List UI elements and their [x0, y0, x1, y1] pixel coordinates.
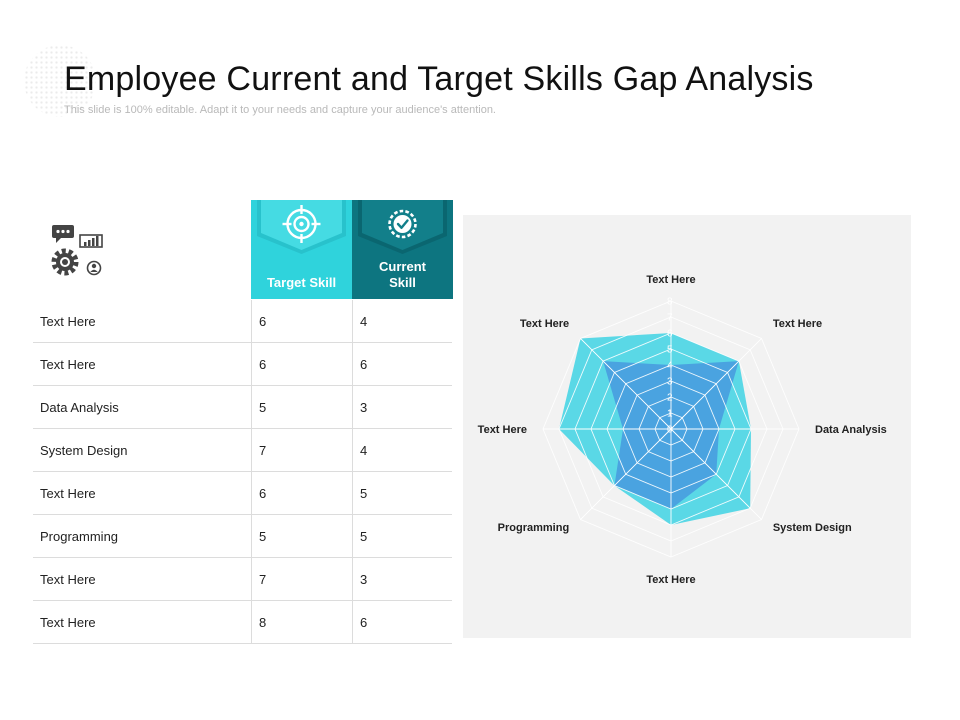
- skill-name: Text Here: [40, 485, 96, 501]
- current-skill-header: Current Skill: [352, 200, 453, 299]
- target-value: 6: [251, 343, 352, 385]
- current-value: 6: [352, 343, 452, 385]
- radar-category-label: Text Here: [478, 424, 527, 436]
- current-tab-shape: [358, 200, 447, 254]
- skill-name: Text Here: [40, 313, 96, 329]
- bar-chart-icon: [79, 234, 103, 248]
- current-value: 6: [352, 601, 452, 643]
- table-row: Text Here 6 5: [33, 472, 452, 515]
- radar-category-label: Data Analysis: [815, 424, 887, 436]
- skills-icon-group: [48, 222, 108, 278]
- target-value: 5: [251, 515, 352, 557]
- current-skill-label: Current Skill: [379, 259, 426, 290]
- chat-bubble-icon: [52, 225, 74, 243]
- table-row: Data Analysis 5 3: [33, 386, 452, 429]
- current-value: 5: [352, 472, 452, 514]
- radar-category-label: Programming: [498, 522, 570, 534]
- target-skill-label: Target Skill: [266, 275, 337, 290]
- target-value: 5: [251, 386, 352, 428]
- radar-tick-label: 3: [667, 377, 673, 388]
- skill-name: Programming: [40, 528, 119, 544]
- current-value: 4: [352, 300, 452, 342]
- target-value: 7: [251, 429, 352, 471]
- skill-name: Text Here: [40, 614, 96, 630]
- radar-category-label: Text Here: [646, 274, 695, 286]
- gear-icon: [51, 248, 79, 276]
- radar-chart-panel: 0 1 2 3 4 5 6 7 8 Text Here Text Here Data Analysis…: [463, 215, 911, 638]
- radar-axis-line: [670, 338, 762, 430]
- radar-axis-line: [580, 338, 672, 430]
- table-row: System Design 7 4: [33, 429, 452, 472]
- page-subtitle: This slide is 100% editable. Adapt it to…: [64, 104, 496, 116]
- current-value: 3: [352, 558, 452, 600]
- radar-tick-label: 1: [667, 409, 673, 420]
- radar-tick-label: 6: [667, 329, 673, 340]
- skills-table: Text Here 6 4 Text Here 6 6 Data Analysi…: [33, 300, 452, 644]
- radar-tick-label: 8: [667, 297, 673, 308]
- target-value: 6: [251, 472, 352, 514]
- page-title: Employee Current and Target Skills Gap A…: [64, 60, 814, 98]
- radar-tick-label: 0: [667, 425, 673, 436]
- radar-category-label: System Design: [773, 522, 852, 534]
- radar-tick-label: 7: [667, 313, 673, 324]
- radar-tick-label: 4: [667, 361, 673, 372]
- radar-category-label: Text Here: [773, 318, 822, 330]
- table-row: Text Here 6 6: [33, 343, 452, 386]
- radar-category-label: Text Here: [520, 318, 569, 330]
- radar-axis-line: [580, 428, 672, 520]
- user-icon: [86, 260, 102, 276]
- table-row: Text Here 7 3: [33, 558, 452, 601]
- skill-name: System Design: [40, 442, 128, 458]
- table-row: Programming 5 5: [33, 515, 452, 558]
- current-value: 3: [352, 386, 452, 428]
- target-value: 8: [251, 601, 352, 643]
- current-value: 4: [352, 429, 452, 471]
- skill-name: Data Analysis: [40, 399, 119, 415]
- skill-name: Text Here: [40, 356, 96, 372]
- target-value: 6: [251, 300, 352, 342]
- skill-name: Text Here: [40, 571, 96, 587]
- radar-category-label: Text Here: [646, 574, 695, 586]
- current-value: 5: [352, 515, 452, 557]
- target-value: 7: [251, 558, 352, 600]
- target-skill-header: Target Skill: [251, 200, 352, 299]
- check-badge-icon: [388, 209, 417, 239]
- radar-tick-label: 5: [667, 345, 673, 356]
- radar-tick-label: 2: [667, 393, 673, 404]
- table-row: Text Here 6 4: [33, 300, 452, 343]
- radar-axis-line: [670, 428, 762, 520]
- target-tab-shape: [257, 200, 346, 254]
- decorative-dot-circle: [24, 45, 96, 117]
- radar-chart: 0 1 2 3 4 5 6 7 8 Text Here Text Here Data Analysis…: [478, 274, 887, 586]
- target-crosshair-icon: [282, 205, 321, 243]
- table-row: Text Here 8 6: [33, 601, 452, 644]
